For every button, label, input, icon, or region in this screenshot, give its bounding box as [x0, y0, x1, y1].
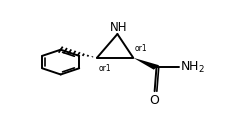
- Text: NH: NH: [110, 20, 127, 33]
- Text: O: O: [150, 94, 160, 107]
- Text: or1: or1: [135, 45, 148, 53]
- Polygon shape: [133, 58, 159, 70]
- Text: or1: or1: [99, 64, 111, 73]
- Text: NH$_2$: NH$_2$: [180, 60, 205, 75]
